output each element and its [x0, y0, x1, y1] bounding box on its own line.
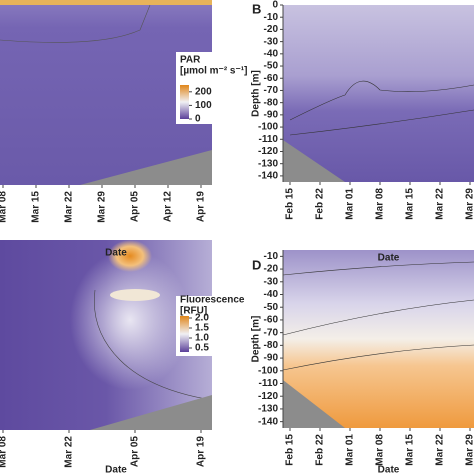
y-axis-label: Depth [m]: [251, 316, 262, 363]
y-axis-label: Depth [m]: [251, 70, 262, 117]
y-tick-label: -140: [258, 171, 278, 182]
x-tick-label: Feb 15: [285, 188, 296, 220]
x-tick-label: Mar 01: [345, 188, 356, 220]
colorbar-tick-label: 1.5: [195, 323, 209, 334]
x-tick-label: Apr 05: [130, 191, 141, 223]
field-tr: [283, 5, 474, 182]
y-tick-label: -70: [264, 327, 279, 338]
x-axis-label: Date: [105, 465, 127, 474]
field-bl: [0, 240, 213, 430]
x-tick-label: Apr 05: [130, 436, 141, 468]
y-tick-label: 0: [272, 0, 278, 11]
x-tick-label: Mar 22: [64, 436, 75, 468]
x-axis-label: Date: [378, 253, 400, 264]
colorbar: [180, 85, 189, 119]
x-tick-label: Mar 08: [0, 436, 9, 468]
colorbar-title: PAR: [180, 55, 201, 66]
colorbar-tick-label: 0: [195, 114, 201, 125]
colorbar-tick-label: 1.0: [195, 333, 209, 344]
y-tick-label: -30: [264, 276, 279, 287]
y-tick-label: -100: [258, 365, 278, 376]
x-tick-label: Feb 15: [285, 434, 296, 466]
y-tick-label: -50: [264, 61, 279, 72]
x-axis-label: Date: [378, 465, 400, 474]
field-br: [282, 250, 474, 428]
x-tick-label: Mar 15: [405, 188, 416, 220]
x-tick-label: Apr 19: [196, 191, 207, 223]
y-tick-label: -40: [264, 48, 279, 59]
colorbar: [180, 316, 189, 352]
y-tick-label: -40: [264, 289, 279, 300]
x-tick-label: Mar 22: [64, 191, 75, 223]
y-tick-label: -10: [264, 251, 279, 262]
x-tick-label: Mar 08: [375, 434, 386, 466]
y-tick-label: -30: [264, 36, 279, 47]
y-tick-label: -110: [259, 134, 279, 145]
x-tick-label: Mar 29: [465, 188, 474, 220]
x-tick-label: Mar 08: [0, 191, 9, 223]
x-tick-label: Mar 01: [345, 434, 356, 466]
y-tick-label: -20: [264, 24, 279, 35]
field-tl: [0, 0, 212, 185]
y-tick-label: -70: [264, 85, 279, 96]
x-axis-label: Date: [105, 248, 127, 259]
x-tick-label: Mar 29: [97, 191, 108, 223]
y-tick-label: -90: [264, 353, 279, 364]
colorbar-tick-label: 0.5: [195, 343, 209, 354]
x-tick-label: Mar 15: [405, 434, 416, 466]
y-tick-label: -60: [264, 73, 279, 84]
x-tick-label: Feb 22: [315, 434, 326, 466]
y-tick-label: -60: [264, 315, 279, 326]
colorbar-tick-label: 2.0: [195, 313, 209, 324]
x-tick-label: Mar 22: [435, 434, 446, 466]
x-tick-label: Mar 08: [375, 188, 386, 220]
colorbar-tick-label: 100: [195, 100, 212, 111]
y-tick-label: -80: [264, 340, 279, 351]
y-tick-label: -110: [259, 378, 279, 389]
x-tick-label: Apr 12: [163, 191, 174, 223]
y-tick-label: -130: [258, 158, 278, 169]
x-tick-label: Apr 19: [196, 436, 207, 468]
y-tick-label: -120: [258, 146, 278, 157]
colorbar-tick-label: 200: [195, 86, 212, 97]
y-tick-label: -100: [258, 122, 278, 133]
panel-letter: D: [252, 257, 261, 272]
y-tick-label: -130: [258, 404, 278, 415]
x-tick-label: Mar 15: [31, 191, 42, 223]
x-tick-label: Feb 22: [315, 188, 326, 220]
y-tick-label: -80: [264, 97, 279, 108]
y-tick-label: -10: [264, 12, 279, 23]
x-tick-label: Mar 29: [465, 434, 474, 466]
y-tick-label: -140: [258, 416, 278, 427]
y-tick-label: -50: [264, 302, 279, 313]
panel-letter: B: [252, 1, 261, 16]
colorbar-unit: [µmol m⁻² s⁻¹]: [180, 66, 247, 77]
y-tick-label: -90: [264, 110, 279, 121]
colorbar-unit: [RFU]: [180, 306, 207, 317]
colorbar-title: Fluorescence: [180, 295, 245, 306]
y-tick-label: -20: [264, 264, 279, 275]
x-tick-label: Mar 22: [435, 188, 446, 220]
y-tick-label: -120: [258, 391, 278, 402]
